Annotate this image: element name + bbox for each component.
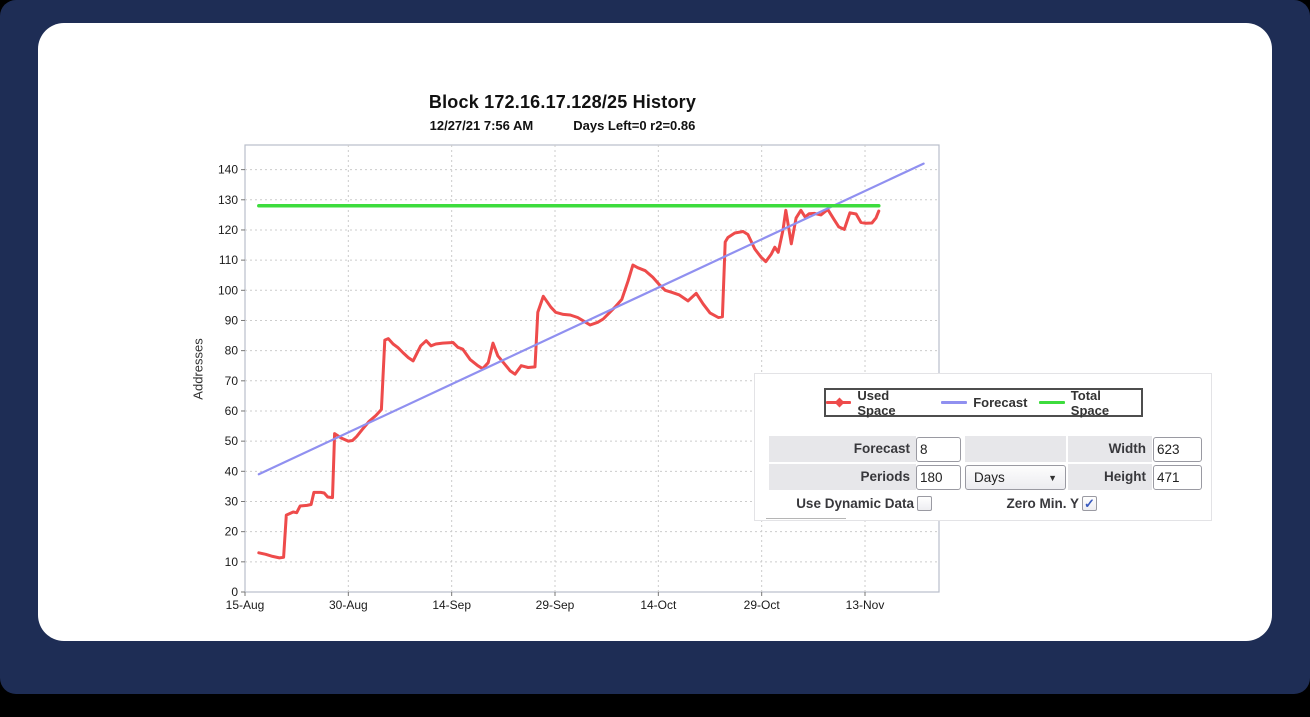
height-label-cell: Height bbox=[1068, 464, 1152, 490]
y-tick-label: 80 bbox=[225, 344, 239, 358]
height-input[interactable] bbox=[1153, 465, 1202, 490]
y-tick-label: 110 bbox=[219, 253, 238, 267]
periods-input[interactable] bbox=[916, 465, 961, 490]
x-tick-label: 30-Aug bbox=[329, 598, 368, 612]
y-tick-label: 90 bbox=[225, 313, 239, 327]
panel-partial-line bbox=[766, 518, 846, 519]
forecast-label: Forecast bbox=[853, 441, 910, 456]
y-tick-label: 20 bbox=[225, 525, 239, 539]
periods-label-cell: Periods bbox=[769, 464, 916, 490]
chart-card: Block 172.16.17.128/25 History 12/27/21 … bbox=[38, 23, 1272, 641]
app-frame: Block 172.16.17.128/25 History 12/27/21 … bbox=[0, 0, 1310, 694]
legend-label-used-space: Used Space bbox=[857, 387, 896, 418]
period-unit-value: Days bbox=[974, 470, 1005, 485]
chart-subtitle: 12/27/21 7:56 AM Days Left=0 r2=0.86 bbox=[186, 118, 939, 133]
legend-item-used-space: Used Space bbox=[826, 388, 929, 418]
forecast-input[interactable] bbox=[916, 437, 961, 462]
chart-stats: Days Left=0 r2=0.86 bbox=[573, 118, 696, 133]
chart-legend: Used Space Forecast Total Space bbox=[824, 388, 1143, 418]
legend-item-total-space: Total Space bbox=[1039, 388, 1141, 418]
used-space-marker-icon bbox=[834, 397, 845, 408]
y-tick-label: 40 bbox=[225, 464, 239, 478]
x-tick-label: 29-Oct bbox=[744, 598, 781, 612]
empty-cell bbox=[965, 436, 1066, 462]
y-tick-label: 30 bbox=[225, 494, 239, 508]
height-label: Height bbox=[1104, 469, 1146, 484]
chart-title: Block 172.16.17.128/25 History bbox=[428, 92, 697, 112]
use-dynamic-data-label: Use Dynamic Data bbox=[796, 496, 914, 511]
x-tick-label: 29-Sep bbox=[536, 598, 575, 612]
plot-area bbox=[244, 144, 940, 593]
forecast-line bbox=[257, 162, 925, 476]
forecast-label-cell: Forecast bbox=[769, 436, 916, 462]
period-unit-select[interactable]: Days ▼ bbox=[965, 465, 1066, 490]
settings-panel: Used Space Forecast Total Space Forecast bbox=[754, 373, 1212, 521]
x-tick-label: 14-Oct bbox=[640, 598, 677, 612]
y-tick-label: 0 bbox=[231, 585, 238, 599]
zero-min-y-checkbox[interactable] bbox=[1082, 496, 1097, 511]
y-tick-label: 100 bbox=[218, 283, 238, 297]
used-space-line-icon bbox=[826, 397, 852, 408]
legend-label-forecast: Forecast bbox=[973, 395, 1028, 410]
y-tick-label: 60 bbox=[225, 404, 239, 418]
width-label: Width bbox=[1108, 441, 1146, 456]
chart-timestamp: 12/27/21 7:56 AM bbox=[429, 118, 534, 133]
form-row-periods: Periods Days ▼ Height bbox=[755, 464, 1213, 490]
legend-item-forecast: Forecast bbox=[941, 395, 1027, 410]
form-row-options: Use Dynamic Data Zero Min. Y bbox=[755, 492, 1213, 516]
use-dynamic-data-checkbox[interactable] bbox=[917, 496, 932, 511]
y-tick-label: 120 bbox=[218, 223, 238, 237]
total-space-line-icon bbox=[1039, 401, 1065, 404]
periods-label: Periods bbox=[860, 469, 910, 484]
x-tick-label: 14-Sep bbox=[432, 598, 471, 612]
width-input[interactable] bbox=[1153, 437, 1202, 462]
used-space-line bbox=[257, 207, 881, 560]
y-tick-label: 140 bbox=[218, 163, 238, 177]
form-row-forecast: Forecast Width bbox=[755, 436, 1213, 462]
zero-min-y-label: Zero Min. Y bbox=[1006, 496, 1079, 511]
legend-label-total-space: Total Space bbox=[1070, 387, 1110, 418]
history-chart: 0 10 20 30 40 50 60 70 80 90 100 110 120 130 140 15-Aug… bbox=[218, 144, 940, 612]
y-tick-label: 10 bbox=[225, 555, 239, 569]
y-tick-label: 70 bbox=[225, 374, 239, 388]
y-tick-label: 50 bbox=[225, 434, 239, 448]
forecast-line-icon bbox=[941, 401, 968, 404]
chevron-down-icon: ▼ bbox=[1048, 472, 1057, 483]
x-tick-label: 15-Aug bbox=[226, 598, 265, 612]
x-tick-label: 13-Nov bbox=[846, 598, 885, 612]
width-label-cell: Width bbox=[1068, 436, 1152, 462]
y-tick-label: 130 bbox=[218, 193, 238, 207]
